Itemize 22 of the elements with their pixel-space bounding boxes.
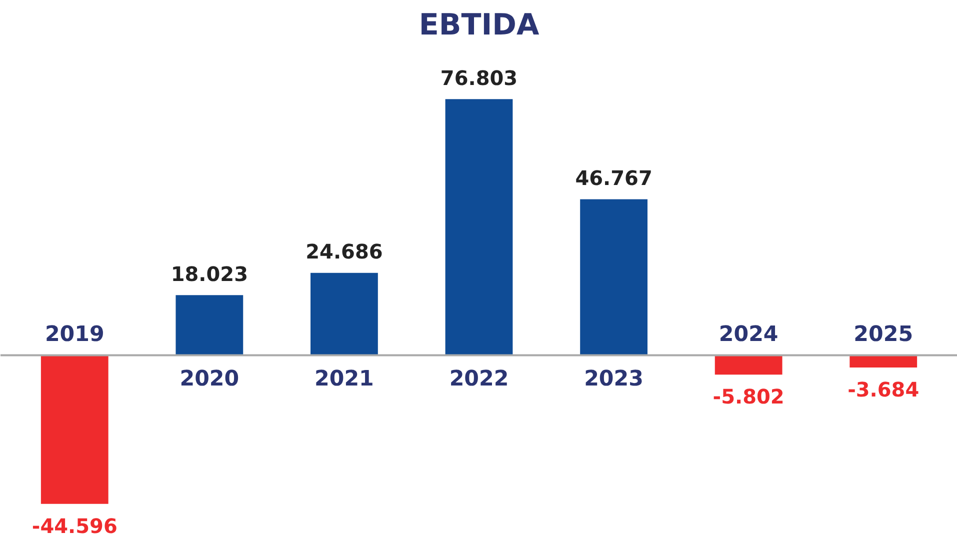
data-label: 76.803 — [440, 66, 518, 90]
bar — [850, 355, 918, 368]
data-label: 24.686 — [306, 240, 383, 264]
bar — [40, 355, 108, 504]
x-tick-label: 2025 — [854, 322, 914, 348]
x-tick-label: 2022 — [449, 366, 509, 392]
x-tick-label: 2023 — [584, 366, 644, 392]
x-tick-label: 2024 — [718, 322, 778, 348]
data-label: 18.023 — [170, 262, 248, 286]
bar — [714, 355, 782, 375]
data-label: -3.684 — [848, 378, 920, 402]
x-tick-label: 2020 — [180, 366, 240, 392]
data-label: 46.767 — [575, 166, 652, 190]
bar — [176, 295, 244, 356]
x-tick-label: 2021 — [314, 366, 374, 392]
bar — [310, 272, 378, 356]
bar — [580, 199, 648, 356]
chart-title: EBTIDA — [418, 8, 540, 42]
x-tick-label: 2019 — [44, 322, 104, 348]
data-label: -5.802 — [712, 384, 784, 409]
bar — [445, 99, 513, 356]
data-label: -44.596 — [32, 514, 118, 538]
